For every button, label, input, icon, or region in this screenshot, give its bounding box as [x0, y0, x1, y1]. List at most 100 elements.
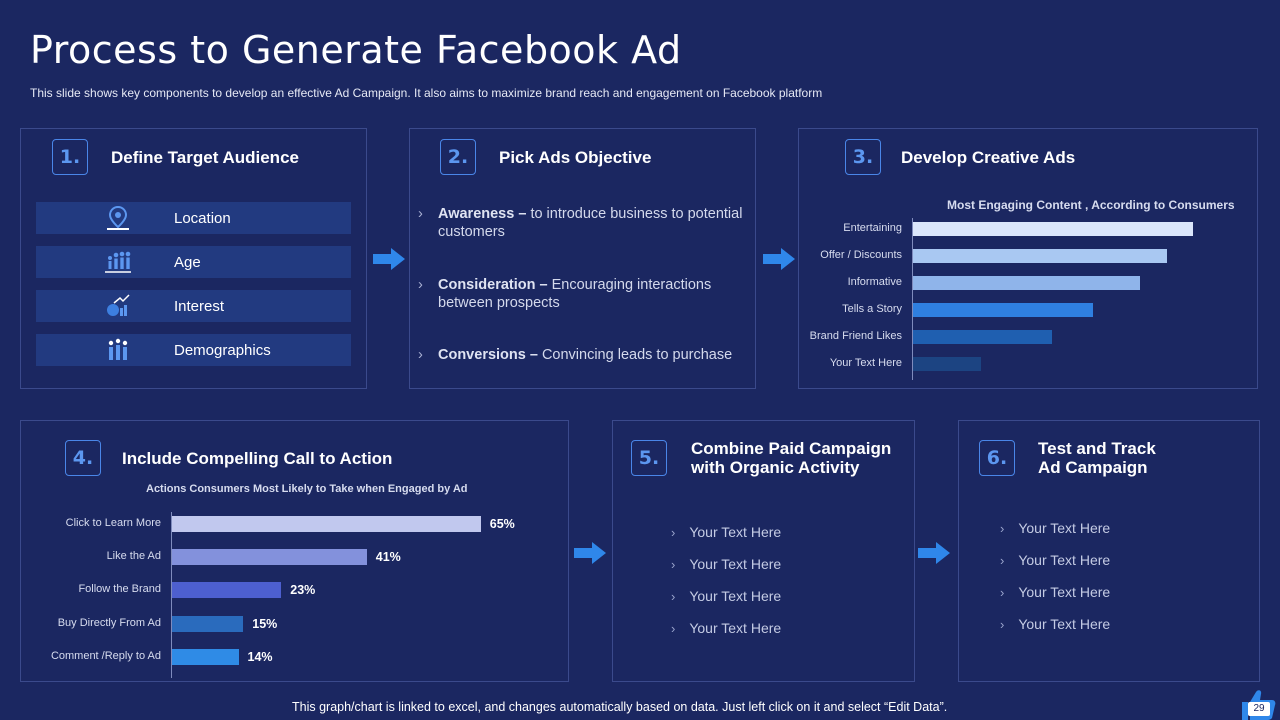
demographics-icon	[108, 338, 128, 360]
bar-offer-discounts	[913, 249, 1167, 263]
step-title: Develop Creative Ads	[901, 148, 1076, 167]
step-number: 4.	[65, 440, 101, 476]
chevron-right-icon: ›	[418, 206, 423, 222]
panel-develop-creative-ads: 3. Develop Creative Ads Most Engaging Co…	[798, 128, 1258, 389]
panel-call-to-action: 4. Include Compelling Call to Action Act…	[20, 420, 569, 682]
interest-growth-icon	[107, 294, 130, 316]
bar-your-text-here	[913, 357, 981, 371]
chart-title: Actions Consumers Most Likely to Take wh…	[146, 483, 468, 495]
list-item-text: Your Text Here	[1018, 616, 1111, 632]
bar-entertaining	[913, 222, 1194, 236]
arrow-right-icon	[373, 248, 405, 270]
list-item-text: Your Text Here	[689, 556, 782, 572]
list-item-text: Your Text Here	[689, 588, 782, 604]
data-label: 14%	[247, 649, 273, 664]
arrow-right-icon	[763, 248, 795, 270]
step-title: Test and Track Ad Campaign	[1038, 439, 1156, 477]
audience-item-age: Age	[36, 246, 351, 278]
step-title-line: Combine Paid Campaign	[691, 439, 892, 458]
category-label: Tells a Story	[842, 303, 902, 315]
chevron-right-icon: ›	[418, 277, 423, 293]
audience-item-location: Location	[36, 202, 351, 234]
list-item-text: Your Text Here	[1018, 520, 1111, 536]
chevron-right-icon: ›	[671, 525, 676, 540]
data-label: 15%	[252, 616, 278, 631]
people-ages-icon	[105, 251, 131, 273]
list-item: › Your Text Here	[1000, 584, 1110, 600]
chevron-right-icon: ›	[671, 589, 676, 604]
arrow-right-icon	[918, 542, 950, 564]
chevron-right-icon: ›	[671, 557, 676, 572]
objective-name: Consideration –	[438, 277, 552, 293]
bar-follow-the-brand	[172, 582, 282, 599]
objective-item: › Consideration – Encouraging interactio…	[418, 276, 748, 312]
step-title: Define Target Audience	[111, 148, 299, 167]
page-title: Process to Generate Facebook Ad	[30, 28, 682, 72]
panel-combine-campaign: 5. Combine Paid Campaign with Organic Ac…	[612, 420, 915, 682]
step-number: 1.	[52, 139, 88, 175]
list-item: › Your Text Here	[671, 556, 781, 572]
category-label: Offer / Discounts	[820, 249, 902, 261]
panel-pick-ads-objective: 2. Pick Ads Objective › Awareness – to i…	[409, 128, 756, 389]
category-label: Entertaining	[843, 222, 902, 234]
list-item: › Your Text Here	[1000, 520, 1110, 536]
category-label: Your Text Here	[829, 357, 902, 369]
data-label: 41%	[375, 550, 401, 565]
audience-label: Age	[174, 254, 201, 271]
audience-label: Interest	[174, 298, 225, 315]
category-label: Like the Ad	[106, 550, 161, 563]
audience-label: Demographics	[174, 342, 271, 359]
step-number: 6.	[979, 440, 1015, 476]
bar-informative	[913, 276, 1141, 290]
chevron-right-icon: ›	[418, 347, 423, 363]
step-title: Pick Ads Objective	[499, 148, 652, 167]
step-number: 2.	[440, 139, 476, 175]
chevron-right-icon: ›	[1000, 585, 1005, 600]
step-title-line: with Organic Activity	[691, 458, 860, 477]
bar-brand-friend-likes	[913, 330, 1052, 344]
objective-name: Awareness –	[438, 206, 531, 222]
chevron-right-icon: ›	[1000, 521, 1005, 536]
panel-test-and-track: 6. Test and Track Ad Campaign › Your Text…	[958, 420, 1260, 682]
chart-axis	[912, 218, 913, 380]
audience-item-interest: Interest	[36, 290, 351, 322]
page-subtitle: This slide shows key components to devel…	[30, 86, 823, 100]
chart-title: Most Engaging Content , According to Con…	[947, 198, 1235, 212]
objective-text: Encouraging interactions between prospec…	[438, 277, 712, 311]
list-item-text: Your Text Here	[689, 620, 782, 636]
audience-label: Location	[174, 210, 231, 227]
footer-note: This graph/chart is linked to excel, and…	[292, 700, 948, 714]
category-label: Informative	[847, 276, 902, 288]
category-label: Follow the Brand	[78, 583, 161, 596]
chevron-right-icon: ›	[1000, 617, 1005, 632]
audience-item-demographics: Demographics	[36, 334, 351, 366]
page-number: 29	[1248, 702, 1270, 716]
category-label: Brand Friend Likes	[809, 330, 902, 342]
bar-tells-a-story	[913, 303, 1093, 317]
step-title: Combine Paid Campaign with Organic Activ…	[691, 439, 891, 477]
step-number: 5.	[631, 440, 667, 476]
step-title-line: Test and Track	[1038, 439, 1156, 458]
list-item-text: Your Text Here	[1018, 584, 1111, 600]
objective-item: › Conversions – Convincing leads to purc…	[418, 346, 748, 364]
list-item: › Your Text Here	[1000, 552, 1110, 568]
panel-define-target-audience: 1. Define Target Audience Location Age I…	[20, 128, 367, 389]
arrow-right-icon	[574, 542, 606, 564]
location-pin-icon	[107, 205, 129, 230]
list-item: › Your Text Here	[671, 620, 781, 636]
bar-buy-directly-from-ad	[172, 615, 244, 632]
category-label: Comment /Reply to Ad	[50, 649, 161, 662]
step-title-line: Ad Campaign	[1038, 458, 1148, 477]
objective-text: Convincing leads to purchase	[541, 347, 733, 363]
bar-comment-reply-to-ad	[172, 648, 239, 665]
list-item: › Your Text Here	[671, 524, 781, 540]
objective-item: › Awareness – to introduce business to p…	[418, 205, 748, 241]
bar-like-the-ad	[172, 549, 367, 566]
list-item: › Your Text Here	[1000, 616, 1110, 632]
list-item-text: Your Text Here	[1018, 552, 1111, 568]
category-label: Click to Learn More	[65, 517, 161, 529]
list-item: › Your Text Here	[671, 588, 781, 604]
objective-text: to introduce business to potential custo…	[438, 206, 743, 240]
step-title: Include Compelling Call to Action	[122, 449, 393, 468]
category-label: Buy Directly From Ad	[57, 616, 161, 629]
